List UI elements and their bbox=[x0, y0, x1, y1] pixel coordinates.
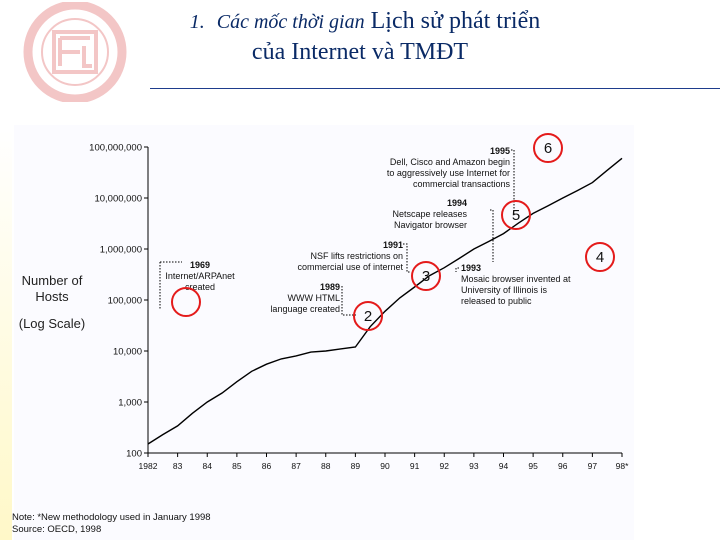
x-tick-label: 91 bbox=[410, 461, 420, 471]
chart-note: Note: *New methodology used in January 1… bbox=[12, 512, 211, 523]
university-logo bbox=[23, 2, 127, 102]
annotation-text: WWW HTML bbox=[288, 293, 340, 303]
annotation-text: Navigator browser bbox=[394, 220, 467, 230]
annotation-connector bbox=[341, 286, 356, 316]
annotation-text: released to public bbox=[461, 296, 532, 306]
annotation-year: 1995 bbox=[490, 146, 510, 156]
left-decor-band bbox=[0, 130, 12, 540]
y-tick-label: 10,000 bbox=[113, 347, 142, 358]
x-tick-label: 93 bbox=[469, 461, 479, 471]
annotation-year: 1991 bbox=[383, 240, 403, 250]
y-tick-label: 1,000,000 bbox=[100, 245, 142, 256]
annotation-connector bbox=[455, 267, 459, 272]
x-tick-label: 84 bbox=[203, 461, 213, 471]
x-tick-label: 86 bbox=[262, 461, 272, 471]
marker-number: 2 bbox=[364, 308, 372, 325]
x-tick-label: 98* bbox=[616, 461, 629, 471]
y-axis-label-line: Number of bbox=[22, 273, 83, 288]
y-ticks: 100 1,000 10,000 100,000 1,000,000 10,000,000… bbox=[89, 143, 148, 460]
marker-circle bbox=[411, 261, 441, 291]
marker-circle bbox=[585, 242, 615, 272]
marker-circle bbox=[171, 287, 201, 317]
chart-axes bbox=[147, 147, 622, 454]
annotation-text: University of Illinois is bbox=[461, 285, 548, 295]
y-tick-label: 100,000 bbox=[108, 296, 142, 307]
title-line-2: của Internet và TMĐT bbox=[251, 39, 469, 65]
y-tick-label: 100 bbox=[126, 449, 142, 460]
annotation-text: Internet/ARPAnet bbox=[165, 271, 235, 281]
title-italic-part: Các mốc thời gian bbox=[216, 11, 365, 33]
annotation-text: language created bbox=[270, 304, 340, 314]
marker-number: 5 bbox=[512, 207, 520, 224]
annotation-text: to aggressively use Internet for bbox=[387, 168, 510, 178]
markers-layer: 2 3 4 5 6 bbox=[171, 133, 615, 331]
chart-panel bbox=[14, 125, 634, 540]
x-tick-label: 92 bbox=[440, 461, 450, 471]
annotation-connector bbox=[511, 149, 515, 215]
x-tick-label: 83 bbox=[173, 461, 183, 471]
x-tick-label: 85 bbox=[232, 461, 242, 471]
x-tick-label: 94 bbox=[499, 461, 509, 471]
marker-circle bbox=[533, 133, 563, 163]
marker-number: 4 bbox=[596, 249, 604, 266]
annotation-text: NSF lifts restrictions on bbox=[310, 251, 403, 261]
annotation-text: Dell, Cisco and Amazon begin bbox=[390, 157, 510, 167]
series-line bbox=[147, 157, 623, 445]
y-tick-label: 10,000,000 bbox=[94, 194, 142, 205]
marker-number: 3 bbox=[422, 268, 430, 285]
slide-title: 1. Các mốc thời gian Lịch sử phát triển … bbox=[0, 6, 720, 67]
annotation-connector bbox=[159, 261, 182, 310]
chart-note: Source: OECD, 1998 bbox=[12, 524, 101, 535]
series-layer bbox=[147, 157, 623, 445]
x-tick-label: 97 bbox=[588, 461, 598, 471]
title-rule bbox=[150, 88, 720, 89]
annotation-text: commercial use of internet bbox=[297, 262, 403, 272]
x-tick-label: 90 bbox=[380, 461, 390, 471]
annotation-connector bbox=[403, 243, 410, 273]
title-number: 1. bbox=[189, 11, 205, 33]
annotation-text: created bbox=[185, 282, 215, 292]
y-axis-label-line: (Log Scale) bbox=[19, 316, 85, 331]
annotation-text: Mosaic browser invented at bbox=[461, 274, 571, 284]
annotation-year: 1994 bbox=[447, 198, 467, 208]
x-tick-label: 1982 bbox=[139, 461, 158, 471]
annotation-text: Netscape releases bbox=[392, 209, 467, 219]
title-line-1: 1. Các mốc thời gian Lịch sử phát triển bbox=[0, 6, 720, 37]
marker-circle bbox=[353, 301, 383, 331]
y-tick-label: 100,000,000 bbox=[89, 143, 142, 154]
y-axis-label-line: Hosts bbox=[35, 289, 69, 304]
x-tick-label: 96 bbox=[558, 461, 568, 471]
note-layer: Note: *New methodology used in January 1… bbox=[12, 512, 211, 535]
x-tick-label: 88 bbox=[321, 461, 331, 471]
marker-circle bbox=[501, 200, 531, 230]
annotation-text: commercial transactions bbox=[413, 179, 511, 189]
x-tick-label: 89 bbox=[351, 461, 361, 471]
annotation-connector bbox=[490, 209, 494, 262]
x-ticks: 1982 83 84 85 86 87 88 89 90 91 92 93 94 95 96 97 98* bbox=[139, 453, 629, 471]
annotation-year: 1993 bbox=[461, 263, 481, 273]
marker-number: 6 bbox=[544, 140, 552, 157]
y-tick-label: 1,000 bbox=[118, 398, 142, 409]
title-main-part: Lịch sử phát triển bbox=[370, 8, 541, 34]
x-tick-label: 87 bbox=[291, 461, 301, 471]
annotation-year: 1989 bbox=[320, 282, 340, 292]
annotation-year: 1969 bbox=[190, 260, 210, 270]
x-tick-label: 95 bbox=[528, 461, 538, 471]
